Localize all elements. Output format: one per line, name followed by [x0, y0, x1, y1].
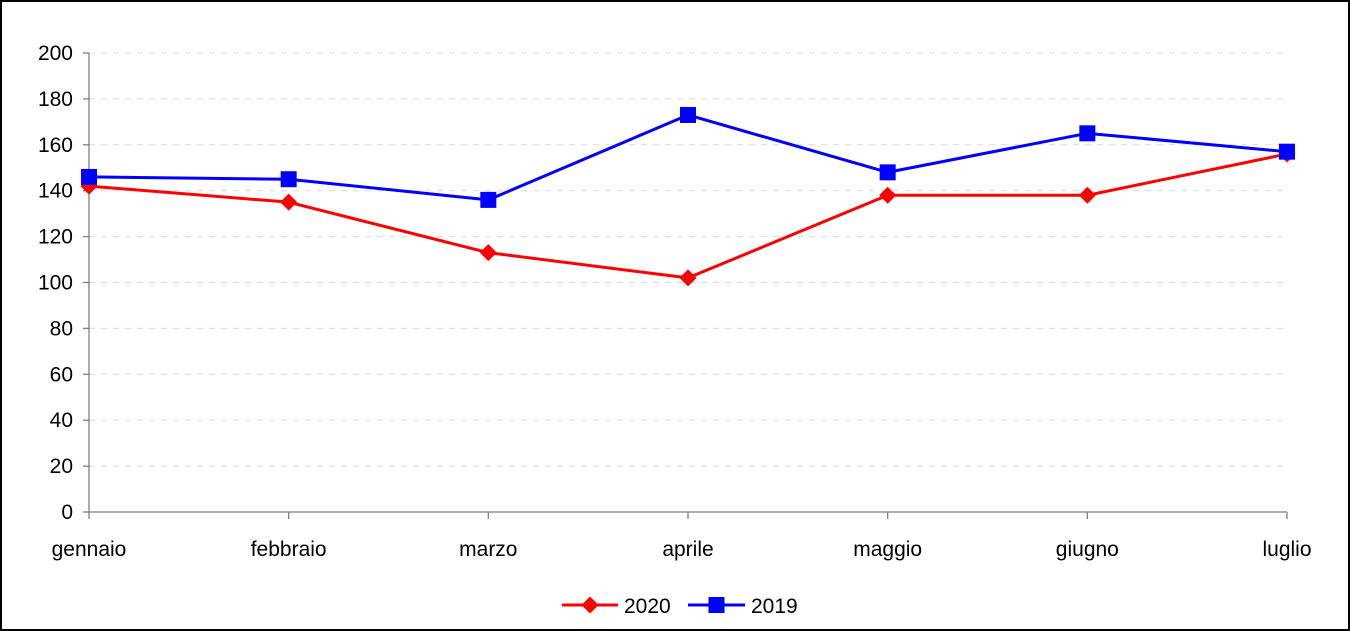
data-point-2020: [679, 269, 697, 287]
y-tick-label: 40: [50, 409, 73, 432]
legend-label: 2019: [751, 595, 798, 618]
data-point-2020: [879, 186, 897, 204]
x-tick-label: marzo: [459, 538, 517, 561]
series-2020: [80, 145, 1296, 287]
y-tick-label: 160: [38, 134, 73, 157]
x-tick-label: luglio: [1262, 538, 1311, 561]
y-axis-ticks: 0 20 40 60 80 100 120 140 160 180 200: [38, 42, 89, 524]
x-tick-label: aprile: [662, 538, 713, 561]
y-tick-label: 120: [38, 226, 73, 249]
series-line-2019: [88, 113, 1288, 202]
legend: 2020 2019: [562, 595, 798, 618]
series-2019: [81, 106, 1295, 208]
x-tick-label: gennaio: [52, 538, 127, 561]
legend-label: 2020: [624, 595, 671, 618]
legend-item-2020: 2020: [562, 595, 671, 618]
x-tick-label: maggio: [853, 538, 922, 561]
y-tick-label: 100: [38, 272, 73, 295]
y-tick-label: 60: [50, 363, 73, 386]
legend-marker: [708, 597, 725, 613]
y-tick-label: 180: [38, 88, 73, 111]
legend-marker: [581, 596, 599, 614]
series-line-2020: [88, 152, 1288, 280]
data-point-2019: [480, 191, 497, 208]
data-point-2019: [680, 106, 696, 123]
data-point-2020: [479, 244, 497, 262]
data-point-2020: [280, 193, 298, 211]
x-tick-label: febbraio: [251, 538, 327, 561]
y-tick-label: 20: [50, 455, 73, 478]
x-tick-label: giugno: [1056, 538, 1119, 561]
y-tick-label: 140: [38, 180, 73, 203]
data-point-2019: [1079, 125, 1096, 142]
data-point-2019: [81, 168, 97, 185]
data-point-2019: [280, 171, 297, 188]
y-tick-label: 200: [38, 42, 73, 65]
data-point-2019: [879, 164, 896, 181]
y-tick-label: 0: [61, 501, 73, 524]
y-tick-label: 80: [50, 317, 73, 340]
data-point-2020: [1078, 186, 1096, 204]
data-point-2019: [1279, 143, 1295, 160]
legend-item-2019: 2019: [688, 595, 798, 618]
series-layer: [80, 106, 1296, 287]
x-axis-ticks: gennaio febbraio marzo aprile maggio giugno lu…: [52, 512, 1312, 561]
